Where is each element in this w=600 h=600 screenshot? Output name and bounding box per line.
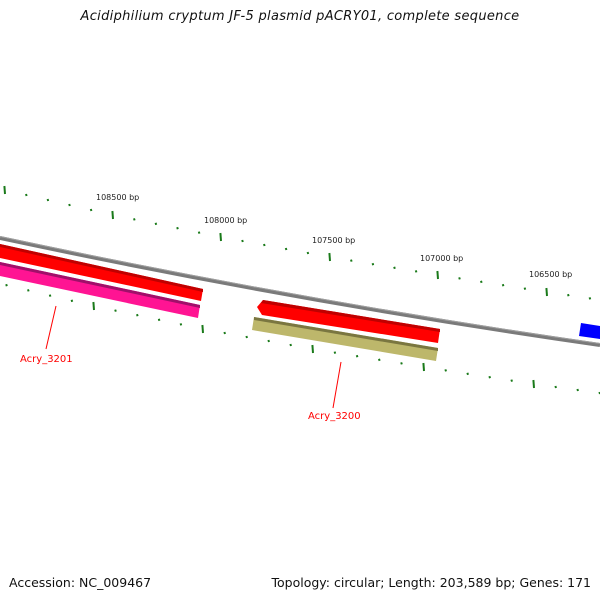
major-tick bbox=[545, 287, 548, 297]
minor-tick bbox=[523, 287, 527, 290]
minor-tick bbox=[400, 362, 403, 365]
minor-tick bbox=[241, 239, 244, 243]
gene-acry-3200[interactable] bbox=[252, 317, 438, 361]
gene-label-acry-3201[interactable]: Acry_3201 bbox=[20, 354, 73, 365]
minor-tick bbox=[414, 270, 418, 273]
minor-tick bbox=[245, 335, 248, 339]
major-tick bbox=[422, 362, 425, 372]
minor-tick bbox=[333, 351, 337, 354]
gene-shade bbox=[0, 262, 200, 308]
minor-tick bbox=[46, 198, 50, 202]
minor-tick bbox=[567, 293, 570, 297]
label-leader-line bbox=[332, 361, 342, 409]
minor-tick bbox=[68, 203, 71, 207]
major-tick bbox=[219, 232, 222, 242]
minor-tick bbox=[27, 289, 30, 292]
minor-tick bbox=[179, 323, 183, 326]
minor-tick bbox=[501, 283, 505, 287]
minor-tick bbox=[25, 193, 28, 197]
map-title: Acidiphilium cryptum JF-5 plasmid pACRY0… bbox=[80, 9, 520, 24]
minor-tick bbox=[510, 379, 513, 382]
sequence-backbone bbox=[0, 236, 600, 347]
minor-tick bbox=[393, 266, 396, 270]
bp-label: 107000 bp bbox=[420, 254, 463, 263]
minor-tick bbox=[576, 388, 579, 392]
minor-tick bbox=[176, 226, 179, 230]
major-tick bbox=[436, 270, 439, 280]
bp-label: 108500 bp bbox=[96, 193, 139, 202]
gene-label-acry-3200[interactable]: Acry_3200 bbox=[308, 411, 361, 422]
minor-tick bbox=[48, 294, 52, 297]
minor-tick bbox=[267, 339, 270, 343]
minor-tick bbox=[355, 354, 359, 358]
gene-shade bbox=[0, 244, 203, 292]
minor-tick bbox=[70, 299, 74, 303]
minor-tick bbox=[466, 372, 469, 376]
gene-feature-blue[interactable] bbox=[579, 323, 600, 339]
major-tick bbox=[3, 185, 6, 195]
label-leader-line bbox=[45, 305, 57, 350]
sequence-summary: Topology: circular; Length: 203,589 bp; … bbox=[271, 575, 592, 590]
backbone-highlight bbox=[0, 236, 600, 344]
major-tick bbox=[92, 301, 95, 311]
minor-tick bbox=[197, 231, 201, 234]
minor-tick bbox=[350, 259, 353, 262]
minor-tick bbox=[588, 297, 592, 300]
bp-label: 106500 bp bbox=[529, 270, 572, 279]
minor-tick bbox=[554, 385, 557, 389]
bp-label: 107500 bp bbox=[312, 236, 355, 245]
minor-tick bbox=[223, 331, 226, 335]
major-tick bbox=[532, 379, 535, 389]
outer-tick-ruler bbox=[3, 185, 592, 300]
major-tick bbox=[328, 252, 331, 262]
minor-tick bbox=[458, 277, 461, 280]
gene-shade bbox=[261, 300, 440, 332]
minor-tick bbox=[444, 369, 447, 372]
minor-tick bbox=[284, 247, 288, 251]
minor-tick bbox=[133, 218, 136, 221]
gene-acry-3201[interactable] bbox=[0, 262, 200, 318]
minor-tick bbox=[5, 283, 8, 287]
minor-tick bbox=[480, 280, 483, 284]
major-tick bbox=[201, 324, 204, 334]
minor-tick bbox=[378, 358, 381, 362]
minor-tick bbox=[371, 262, 375, 266]
minor-tick bbox=[157, 318, 161, 322]
minor-tick bbox=[89, 208, 93, 212]
minor-tick bbox=[289, 343, 292, 347]
inner-tick-ruler bbox=[5, 283, 600, 395]
accession-text: Accession: NC_009467 bbox=[9, 575, 152, 590]
minor-tick bbox=[488, 375, 491, 379]
minor-tick bbox=[306, 251, 310, 255]
major-tick bbox=[311, 344, 314, 354]
major-tick bbox=[111, 210, 114, 220]
bp-label: 108000 bp bbox=[204, 216, 247, 225]
gene-feature-red-right[interactable] bbox=[257, 300, 440, 343]
minor-tick bbox=[263, 243, 266, 247]
minor-tick bbox=[154, 222, 158, 226]
minor-tick bbox=[136, 313, 139, 317]
minor-tick bbox=[114, 309, 117, 312]
gene-shade bbox=[254, 317, 438, 351]
